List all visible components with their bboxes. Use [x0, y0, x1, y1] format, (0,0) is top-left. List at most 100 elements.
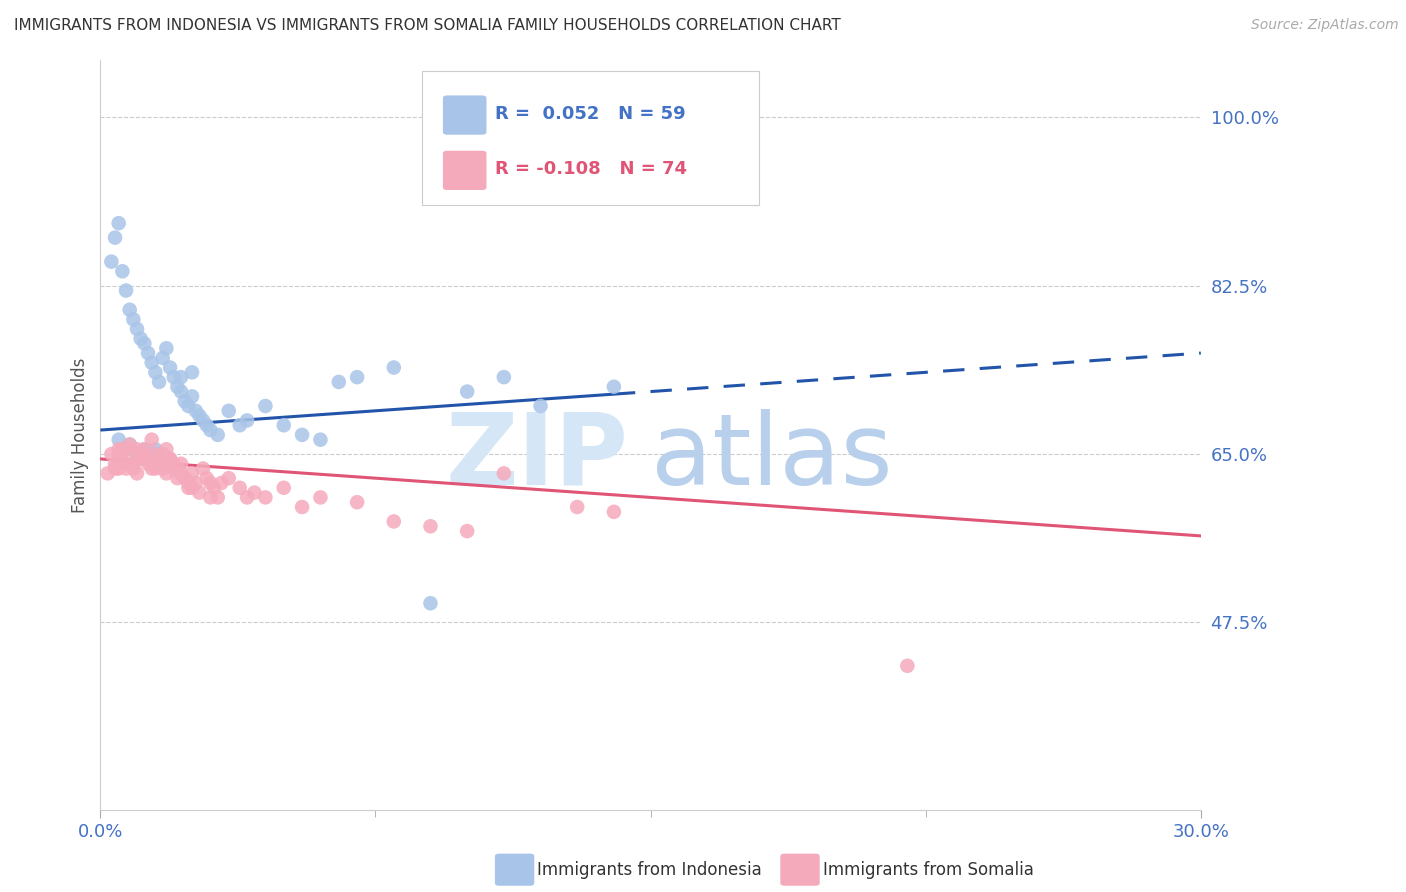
Point — [155, 341, 177, 355]
Point — [163, 461, 186, 475]
Point — [125, 442, 148, 457]
Point — [243, 485, 266, 500]
Point — [115, 461, 138, 475]
Point — [273, 481, 295, 495]
Point — [382, 360, 405, 375]
Point — [118, 437, 141, 451]
Point — [148, 447, 170, 461]
Point — [163, 457, 186, 471]
Point — [125, 322, 148, 336]
Point — [141, 461, 163, 475]
Point — [134, 442, 156, 457]
Point — [328, 375, 350, 389]
Point — [136, 451, 159, 466]
Text: Immigrants from Indonesia: Immigrants from Indonesia — [537, 861, 762, 879]
Point — [100, 447, 122, 461]
Point — [254, 491, 277, 505]
Point — [163, 370, 186, 384]
Point — [104, 457, 127, 471]
Point — [492, 370, 515, 384]
Point — [166, 471, 188, 485]
Point — [173, 471, 195, 485]
Point — [166, 461, 188, 475]
Point — [218, 404, 240, 418]
Point — [122, 312, 145, 326]
Point — [145, 442, 167, 457]
Point — [118, 302, 141, 317]
Point — [382, 515, 405, 529]
Point — [100, 254, 122, 268]
Point — [104, 230, 127, 244]
Point — [134, 336, 156, 351]
Point — [97, 467, 120, 481]
Point — [218, 471, 240, 485]
Point — [184, 404, 207, 418]
Text: atlas: atlas — [651, 409, 893, 506]
Point — [145, 461, 167, 475]
Text: R = -0.108   N = 74: R = -0.108 N = 74 — [495, 161, 688, 178]
Point — [159, 360, 181, 375]
Point — [145, 365, 167, 379]
Point — [155, 457, 177, 471]
Text: R =  0.052   N = 59: R = 0.052 N = 59 — [495, 105, 686, 123]
Point — [107, 461, 129, 475]
Point — [229, 418, 252, 433]
Point — [195, 418, 218, 433]
Point — [419, 519, 441, 533]
Point — [170, 457, 193, 471]
Point — [152, 461, 174, 475]
Point — [229, 481, 252, 495]
Point — [111, 264, 134, 278]
Point — [129, 451, 152, 466]
Point — [118, 442, 141, 457]
Point — [173, 471, 195, 485]
Point — [188, 409, 211, 423]
Point — [456, 384, 478, 399]
Point — [191, 461, 214, 475]
Point — [129, 447, 152, 461]
Point — [152, 447, 174, 461]
Point — [188, 485, 211, 500]
Point — [107, 216, 129, 230]
Point — [346, 370, 368, 384]
Point — [115, 457, 138, 471]
Point — [191, 413, 214, 427]
Y-axis label: Family Households: Family Households — [72, 357, 89, 513]
Point — [125, 467, 148, 481]
Point — [107, 442, 129, 457]
Point — [254, 399, 277, 413]
Point — [134, 442, 156, 457]
Point — [125, 451, 148, 466]
Point — [177, 475, 200, 490]
Point — [200, 423, 222, 437]
Point — [273, 418, 295, 433]
Point — [236, 413, 259, 427]
Point — [155, 442, 177, 457]
Point — [177, 481, 200, 495]
Point — [181, 481, 204, 495]
Point — [173, 394, 195, 409]
Point — [134, 447, 156, 461]
Point — [152, 351, 174, 365]
Point — [200, 475, 222, 490]
Point — [141, 356, 163, 370]
Point — [129, 332, 152, 346]
Point — [309, 491, 332, 505]
Point — [236, 491, 259, 505]
Point — [111, 442, 134, 457]
Point — [122, 461, 145, 475]
Point — [141, 457, 163, 471]
Text: Source: ZipAtlas.com: Source: ZipAtlas.com — [1251, 18, 1399, 32]
Point — [456, 524, 478, 538]
Point — [529, 399, 551, 413]
Point — [115, 284, 138, 298]
Point — [159, 451, 181, 466]
Point — [155, 467, 177, 481]
Point — [125, 447, 148, 461]
Point — [148, 451, 170, 466]
Point — [166, 380, 188, 394]
Text: IMMIGRANTS FROM INDONESIA VS IMMIGRANTS FROM SOMALIA FAMILY HOUSEHOLDS CORRELATI: IMMIGRANTS FROM INDONESIA VS IMMIGRANTS … — [14, 18, 841, 33]
Point — [148, 375, 170, 389]
Point — [309, 433, 332, 447]
Point — [419, 596, 441, 610]
